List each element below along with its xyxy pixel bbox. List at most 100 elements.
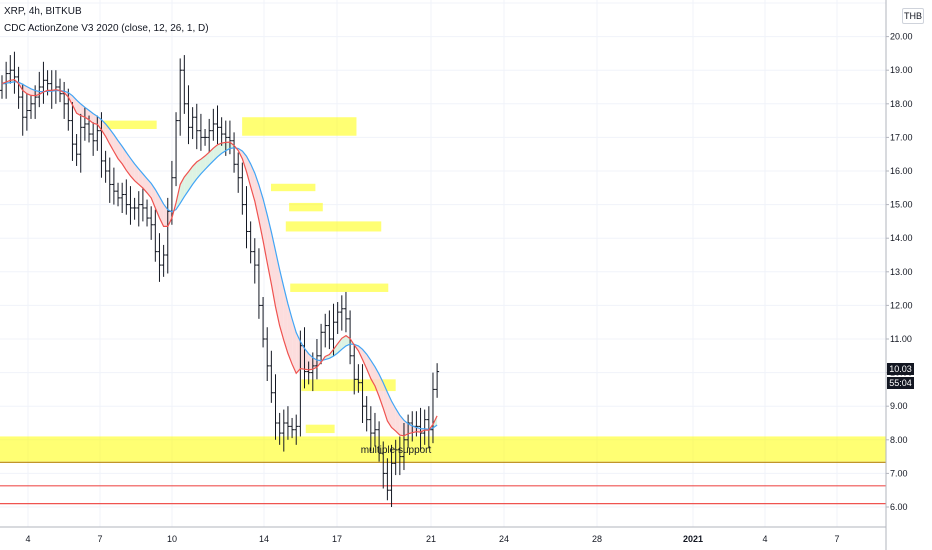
ema-cloud-layer — [2, 79, 438, 436]
ema-cloud-segment — [287, 303, 293, 365]
y-tick-label: 6.00 — [890, 502, 908, 512]
ema-cloud-segment — [151, 183, 156, 208]
ema-cloud-segment — [142, 173, 147, 193]
y-tick-label: 11.00 — [890, 334, 912, 344]
candle — [62, 81, 67, 119]
candle — [103, 150, 108, 183]
y-tick-label: 12.00 — [890, 300, 913, 310]
ema-cloud-segment — [76, 100, 81, 116]
y-tick-label: 16.00 — [890, 166, 913, 176]
x-tick-label: 4 — [25, 534, 30, 544]
candle — [331, 303, 336, 356]
candle — [20, 83, 25, 136]
candle — [277, 412, 282, 445]
x-tick-label: 24 — [499, 534, 509, 544]
candle — [236, 152, 241, 193]
candle — [145, 199, 150, 227]
ema-cloud-segment — [258, 184, 264, 241]
candle — [124, 179, 129, 215]
candle — [306, 361, 311, 385]
candle — [406, 414, 411, 449]
currency-badge[interactable]: THB — [902, 8, 924, 24]
ema-cloud-segment — [366, 354, 371, 379]
candle — [153, 209, 158, 262]
candle — [107, 157, 112, 203]
candle — [91, 122, 96, 156]
y-tick-label: 20.00 — [890, 32, 913, 42]
ema-cloud-segment — [391, 401, 396, 432]
candle — [372, 412, 377, 447]
ema-cloud-segment — [118, 140, 123, 164]
x-tick-label: 21 — [426, 534, 436, 544]
candle — [24, 93, 29, 131]
candle — [430, 372, 435, 444]
ema-cloud-segment — [362, 349, 367, 369]
y-tick-label: 14.00 — [890, 233, 913, 243]
ema-cloud-segment — [254, 173, 259, 221]
candle — [82, 107, 87, 141]
ema-cloud-segment — [122, 146, 127, 171]
x-tick-label: 2021 — [683, 534, 703, 544]
ema-cloud-segment — [97, 116, 102, 130]
candle — [310, 352, 315, 392]
candle — [161, 244, 166, 277]
candle — [256, 248, 261, 319]
ema-cloud-segment — [138, 169, 143, 189]
candle — [149, 206, 154, 240]
ema-cloud-segment — [300, 341, 305, 370]
zone-box — [290, 283, 389, 292]
candle — [95, 115, 100, 151]
candle — [99, 112, 104, 178]
candle — [248, 221, 253, 264]
x-tick-label: 4 — [762, 534, 767, 544]
candle — [335, 302, 340, 334]
y-tick-label: 15.00 — [890, 200, 913, 210]
y-tick-label: 17.00 — [890, 132, 913, 142]
candle — [298, 330, 303, 437]
x-tick-label: 7 — [97, 534, 102, 544]
candle — [232, 132, 237, 173]
candle — [393, 439, 398, 476]
candle — [136, 191, 141, 227]
ema-cloud-segment — [192, 161, 197, 185]
ema-cloud-segment — [205, 152, 210, 170]
candle — [194, 103, 199, 150]
candle — [244, 186, 249, 249]
y-tick-label: 7.00 — [890, 468, 908, 478]
x-tick-label: 7 — [834, 534, 839, 544]
ema-cloud-segment — [399, 415, 404, 436]
ema-cloud-segment — [308, 353, 313, 370]
candle — [364, 396, 369, 432]
support-lines-layer — [0, 461, 886, 505]
candle — [186, 85, 191, 145]
candle — [111, 167, 116, 205]
candle — [207, 118, 212, 153]
candle — [352, 344, 357, 395]
symbol-title[interactable]: XRP, 4h, BITKUB — [4, 6, 82, 17]
zone-box — [270, 183, 316, 192]
candle — [252, 238, 257, 284]
candle — [116, 182, 121, 207]
ema-cloud-segment — [130, 158, 135, 181]
indicator-title[interactable]: CDC ActionZone V3 2020 (close, 12, 26, 1… — [4, 23, 209, 34]
candle — [368, 406, 373, 452]
candle — [74, 134, 79, 166]
candle — [314, 339, 319, 380]
ema-cloud-segment — [80, 103, 85, 118]
candle — [240, 162, 245, 215]
zone-box — [242, 117, 357, 136]
ema-cloud-segment — [167, 209, 172, 227]
candle — [343, 291, 348, 333]
ema-cloud-segment — [147, 178, 152, 198]
ema-cloud-segment — [337, 338, 342, 353]
candle — [41, 61, 46, 104]
ema-cloud-segment — [383, 382, 388, 421]
ema-cloud-segment — [333, 343, 338, 357]
candle — [290, 417, 295, 439]
countdown-tag: 55:04 — [887, 377, 914, 389]
y-tick-label: 18.00 — [890, 99, 913, 109]
axes-layer: 6.007.008.009.0010.0011.0012.0013.0014.0… — [0, 0, 913, 550]
ema-cloud-segment — [105, 123, 110, 145]
candle — [273, 374, 278, 440]
